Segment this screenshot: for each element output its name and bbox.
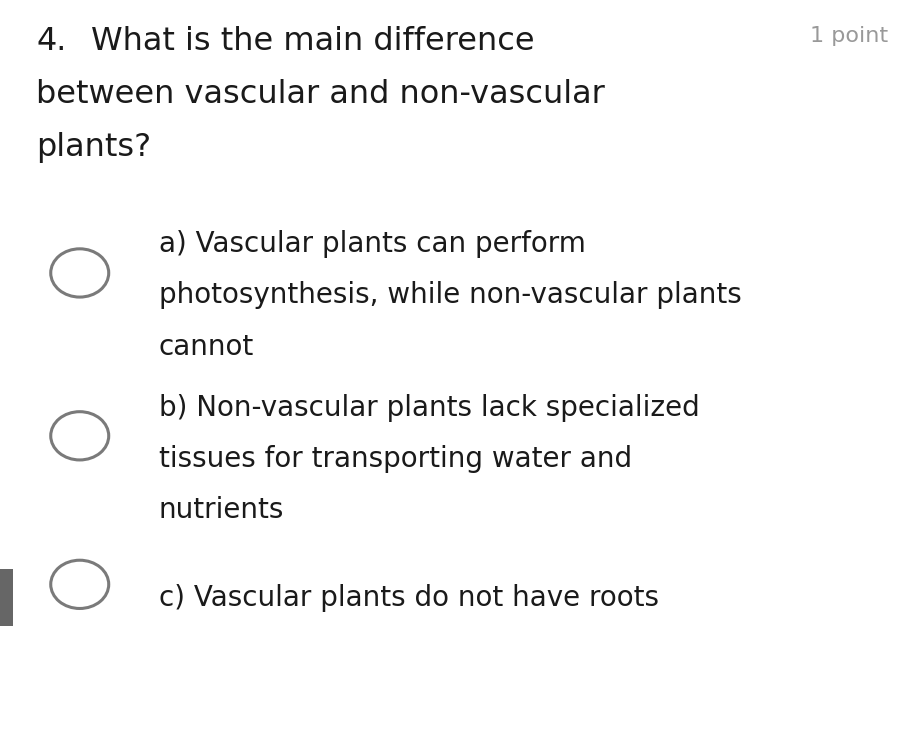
Circle shape xyxy=(51,560,109,608)
Circle shape xyxy=(51,412,109,460)
Text: 1 point: 1 point xyxy=(810,26,888,47)
Text: between vascular and non-vascular: between vascular and non-vascular xyxy=(36,79,605,110)
Text: What is the main difference: What is the main difference xyxy=(91,26,535,57)
Text: plants?: plants? xyxy=(36,132,151,163)
Circle shape xyxy=(51,249,109,297)
FancyBboxPatch shape xyxy=(0,569,13,626)
Text: a) Vascular plants can perform: a) Vascular plants can perform xyxy=(159,230,585,258)
Text: nutrients: nutrients xyxy=(159,496,284,524)
Text: cannot: cannot xyxy=(159,333,254,360)
Text: tissues for transporting water and: tissues for transporting water and xyxy=(159,445,631,473)
Text: b) Non-vascular plants lack specialized: b) Non-vascular plants lack specialized xyxy=(159,394,699,421)
Text: 4.: 4. xyxy=(36,26,67,57)
Text: photosynthesis, while non-vascular plants: photosynthesis, while non-vascular plant… xyxy=(159,281,741,309)
Text: c) Vascular plants do not have roots: c) Vascular plants do not have roots xyxy=(159,584,659,612)
